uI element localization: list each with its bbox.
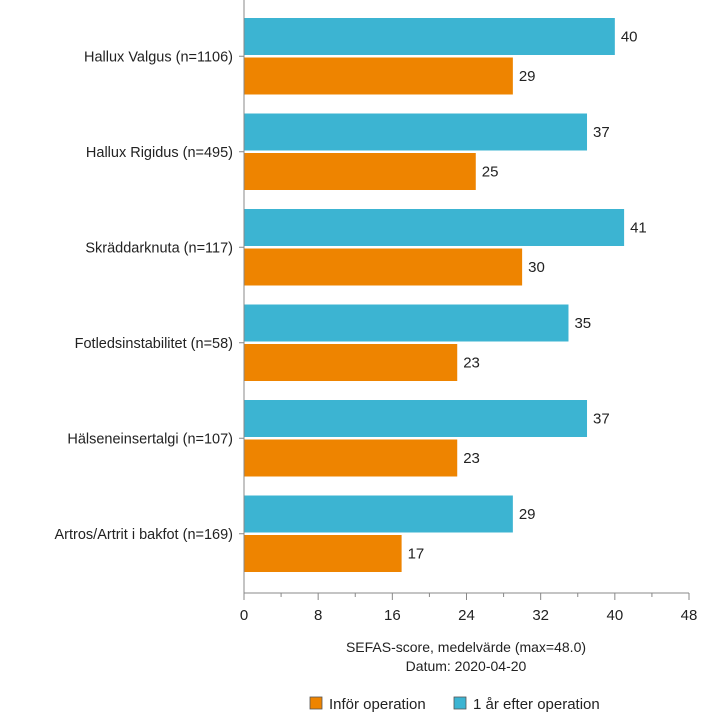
legend-label: 1 år efter operation [473,696,600,713]
bar-value-label: 29 [519,68,536,85]
legend: Inför operation 1 år efter operation [309,696,600,713]
bar-infor-operation-5 [244,439,458,477]
category-label: Hallux Valgus (n=1106) [84,49,233,65]
date-label: Datum: 2020-04-20 [406,658,527,674]
category-label: Hallux Rigidus (n=495) [86,145,233,161]
bar-infor-operation-1 [244,57,513,95]
legend-swatch-infor-operation [309,696,323,710]
bar-value-label: 17 [408,546,425,563]
category-label: Fotledsinstabilitet (n=58) [75,336,233,352]
bar-infor-operation-2 [244,153,476,190]
bar-1-ar-efter-operation-2 [244,113,588,151]
x-tick-label: 24 [458,607,475,624]
bar-value-label: 29 [519,506,536,523]
bar-1-ar-efter-operation-6 [244,495,513,533]
bar-infor-operation-6 [244,535,402,572]
bar-1-ar-efter-operation-4 [244,304,569,342]
bar-value-label: 30 [528,259,545,276]
bar-1-ar-efter-operation-1 [244,18,615,55]
x-tick-label: 16 [384,607,401,624]
bar-value-label: 37 [593,124,610,141]
bar-value-label: 41 [630,220,647,237]
legend-label: Inför operation [329,696,426,713]
bar-infor-operation-3 [244,248,523,286]
x-tick-label: 0 [240,607,248,624]
bar-value-label: 37 [593,411,610,428]
axes-layer: Hallux Valgus (n=1106) Hallux Rigidus (n=… [55,0,698,624]
bar-1-ar-efter-operation-5 [244,400,588,437]
bar-value-label: 23 [463,355,480,372]
bars-layer: 40 29 37 25 41 30 35 23 37 23 29 17 [244,18,647,572]
category-label: Artros/Artrit i bakfot (n=169) [55,527,234,543]
x-axis-label: SEFAS-score, medelvärde (max=48.0) [346,639,586,655]
x-tick-label: 48 [681,607,698,624]
bar-value-label: 25 [482,164,499,181]
bar-infor-operation-4 [244,344,458,381]
legend-swatch-1-ar-efter-operation [453,696,467,710]
category-label: Skräddarknuta (n=117) [85,240,233,256]
bar-value-label: 23 [463,450,480,467]
bar-value-label: 40 [621,29,638,46]
bar-value-label: 35 [574,315,591,332]
x-tick-label: 40 [606,607,623,624]
bar-1-ar-efter-operation-3 [244,209,625,246]
x-tick-label: 8 [314,607,322,624]
x-tick-label: 32 [532,607,549,624]
category-label: Hälseneinsertalgi (n=107) [67,431,233,447]
